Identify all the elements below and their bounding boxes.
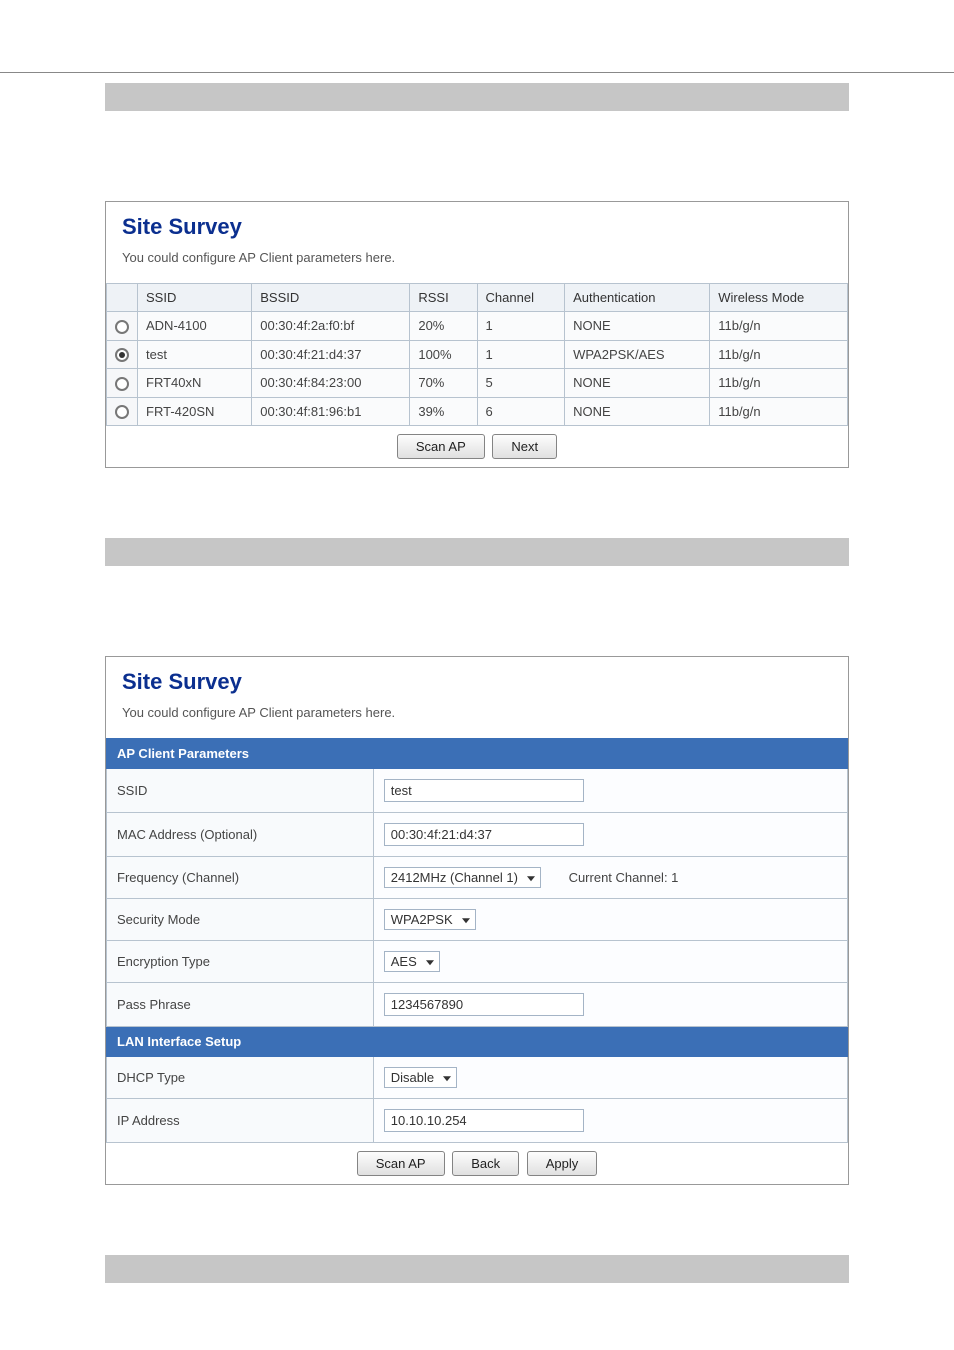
params-subtitle: You could configure AP Client parameters… <box>122 705 832 720</box>
frequency-select-value: 2412MHz (Channel 1) <box>391 870 518 885</box>
params-table: AP Client Parameters SSID MAC Address (O… <box>106 738 848 1184</box>
col-rssi: RSSI <box>410 284 477 312</box>
survey-table: SSIDBSSIDRSSIChannelAuthenticationWirele… <box>106 283 848 467</box>
lan-section-header: LAN Interface Setup <box>107 1027 848 1057</box>
col-bssid: BSSID <box>252 284 410 312</box>
chevron-down-icon <box>426 960 434 965</box>
cell-bssid: 00:30:4f:2a:f0:bf <box>252 312 410 341</box>
radio-icon[interactable] <box>115 348 129 362</box>
ip-address-input[interactable] <box>384 1109 584 1132</box>
cell-bssid: 00:30:4f:21:d4:37 <box>252 340 410 369</box>
cell-mode: 11b/g/n <box>710 369 848 398</box>
site-survey-subtitle: You could configure AP Client parameters… <box>122 250 832 265</box>
gray-bar-3 <box>105 1255 849 1283</box>
site-survey-title: Site Survey <box>122 214 832 240</box>
cell-mode: 11b/g/n <box>710 340 848 369</box>
row-radio-cell[interactable] <box>107 340 138 369</box>
back-button[interactable]: Back <box>452 1151 519 1176</box>
cell-channel: 1 <box>477 340 565 369</box>
col-authentication: Authentication <box>565 284 710 312</box>
cell-auth: NONE <box>565 369 710 398</box>
col-channel: Channel <box>477 284 565 312</box>
label-ip: IP Address <box>107 1099 374 1143</box>
scan-ap-button[interactable]: Scan AP <box>397 434 485 459</box>
pass-phrase-input[interactable] <box>384 993 584 1016</box>
gray-bar-1 <box>105 83 849 111</box>
cell-ssid: ADN-4100 <box>138 312 252 341</box>
label-sec: Security Mode <box>107 899 374 941</box>
cell-channel: 5 <box>477 369 565 398</box>
ap-client-section-header: AP Client Parameters <box>107 739 848 769</box>
col-radio <box>107 284 138 312</box>
cell-auth: NONE <box>565 312 710 341</box>
current-channel-label: Current Channel: 1 <box>569 870 679 885</box>
label-mac: MAC Address (Optional) <box>107 813 374 857</box>
table-row[interactable]: FRT40xN00:30:4f:84:23:0070%5NONE11b/g/n <box>107 369 848 398</box>
security-mode-select[interactable]: WPA2PSK <box>384 909 476 930</box>
cell-rssi: 39% <box>410 397 477 426</box>
cell-mode: 11b/g/n <box>710 312 848 341</box>
ssid-input[interactable] <box>384 779 584 802</box>
next-button[interactable]: Next <box>492 434 557 459</box>
row-radio-cell[interactable] <box>107 397 138 426</box>
frequency-select[interactable]: 2412MHz (Channel 1) <box>384 867 541 888</box>
cell-channel: 6 <box>477 397 565 426</box>
row-radio-cell[interactable] <box>107 312 138 341</box>
label-pass: Pass Phrase <box>107 983 374 1027</box>
dhcp-type-value: Disable <box>391 1070 434 1085</box>
cell-bssid: 00:30:4f:84:23:00 <box>252 369 410 398</box>
col-wireless-mode: Wireless Mode <box>710 284 848 312</box>
label-freq: Frequency (Channel) <box>107 857 374 899</box>
survey-header-row: SSIDBSSIDRSSIChannelAuthenticationWirele… <box>107 284 848 312</box>
cell-channel: 1 <box>477 312 565 341</box>
mac-input[interactable] <box>384 823 584 846</box>
scan-ap-button-2[interactable]: Scan AP <box>357 1151 445 1176</box>
cell-auth: WPA2PSK/AES <box>565 340 710 369</box>
security-mode-value: WPA2PSK <box>391 912 453 927</box>
cell-rssi: 70% <box>410 369 477 398</box>
cell-ssid: FRT-420SN <box>138 397 252 426</box>
label-dhcp: DHCP Type <box>107 1057 374 1099</box>
encryption-type-value: AES <box>391 954 417 969</box>
chevron-down-icon <box>443 1076 451 1081</box>
cell-bssid: 00:30:4f:81:96:b1 <box>252 397 410 426</box>
cell-rssi: 100% <box>410 340 477 369</box>
dhcp-type-select[interactable]: Disable <box>384 1067 457 1088</box>
gray-bar-2 <box>105 538 849 566</box>
radio-icon[interactable] <box>115 405 129 419</box>
table-row[interactable]: FRT-420SN00:30:4f:81:96:b139%6NONE11b/g/… <box>107 397 848 426</box>
chevron-down-icon <box>462 918 470 923</box>
label-ssid: SSID <box>107 769 374 813</box>
cell-auth: NONE <box>565 397 710 426</box>
col-ssid: SSID <box>138 284 252 312</box>
table-row[interactable]: test00:30:4f:21:d4:37100%1WPA2PSK/AES11b… <box>107 340 848 369</box>
chevron-down-icon <box>527 876 535 881</box>
cell-ssid: test <box>138 340 252 369</box>
table-row[interactable]: ADN-410000:30:4f:2a:f0:bf20%1NONE11b/g/n <box>107 312 848 341</box>
page-divider-top <box>0 72 954 73</box>
cell-rssi: 20% <box>410 312 477 341</box>
site-survey-panel: Site Survey You could configure AP Clien… <box>105 201 849 468</box>
ap-params-panel: Site Survey You could configure AP Clien… <box>105 656 849 1185</box>
row-radio-cell[interactable] <box>107 369 138 398</box>
cell-ssid: FRT40xN <box>138 369 252 398</box>
label-enc: Encryption Type <box>107 941 374 983</box>
apply-button[interactable]: Apply <box>527 1151 598 1176</box>
params-title: Site Survey <box>122 669 832 695</box>
encryption-type-select[interactable]: AES <box>384 951 440 972</box>
cell-mode: 11b/g/n <box>710 397 848 426</box>
radio-icon[interactable] <box>115 377 129 391</box>
radio-icon[interactable] <box>115 320 129 334</box>
